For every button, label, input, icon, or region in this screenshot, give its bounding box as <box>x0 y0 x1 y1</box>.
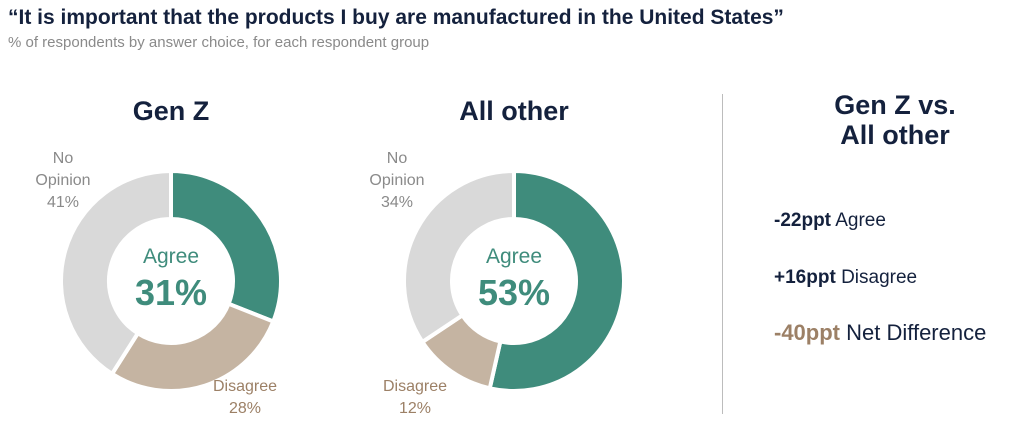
slice-label-disagree: 12% <box>399 400 431 417</box>
center-label: Agree <box>486 245 542 268</box>
divider <box>722 94 723 414</box>
slice-label-disagree: Disagree <box>383 378 447 395</box>
slice-label-no-opinion: 41% <box>47 194 79 211</box>
slice-label-no-opinion: 34% <box>381 194 413 211</box>
comparison-value: -22ppt <box>774 210 831 231</box>
center-value: 53% <box>478 272 550 313</box>
comparison-value: -40ppt <box>774 320 840 345</box>
comparison-row-disagree: +16ppt Disagree <box>774 267 917 289</box>
comparison-heading-line2: All other <box>840 120 950 150</box>
comparison-label: Agree <box>835 210 886 231</box>
allother-chart-heading: All other <box>459 96 569 126</box>
slice-label-no-opinion: No <box>53 150 74 167</box>
comparison-label: Net Difference <box>846 320 987 345</box>
slice-label-disagree: 28% <box>229 400 261 417</box>
slice-label-no-opinion: Opinion <box>369 172 424 189</box>
comparison-row-agree: -22ppt Agree <box>774 210 886 232</box>
comparison-label: Disagree <box>841 267 918 288</box>
comparison-heading-line1: Gen Z vs. <box>834 90 956 120</box>
slice-label-disagree: Disagree <box>213 378 277 395</box>
center-value: 31% <box>135 272 207 313</box>
slice-label-no-opinion: No <box>387 150 408 167</box>
comparison-row-net: -40ppt Net Difference <box>774 320 986 346</box>
comparison-heading: Gen Z vs. All other <box>790 90 1000 150</box>
donut-slice-agree <box>169 168 283 325</box>
chart-subtitle: % of respondents by answer choice, for e… <box>8 34 430 51</box>
chart-title: “It is important that the products I buy… <box>8 6 784 29</box>
center-label: Agree <box>143 245 199 268</box>
donut-slice-no-opinion <box>402 168 516 345</box>
slice-label-no-opinion: Opinion <box>35 172 90 189</box>
donut-slice-disagree <box>109 301 276 393</box>
comparison-value: +16ppt <box>774 267 836 288</box>
donut-slice-agree <box>487 168 626 393</box>
genz-chart-heading: Gen Z <box>132 96 210 126</box>
donut-slice-no-opinion <box>59 168 173 377</box>
